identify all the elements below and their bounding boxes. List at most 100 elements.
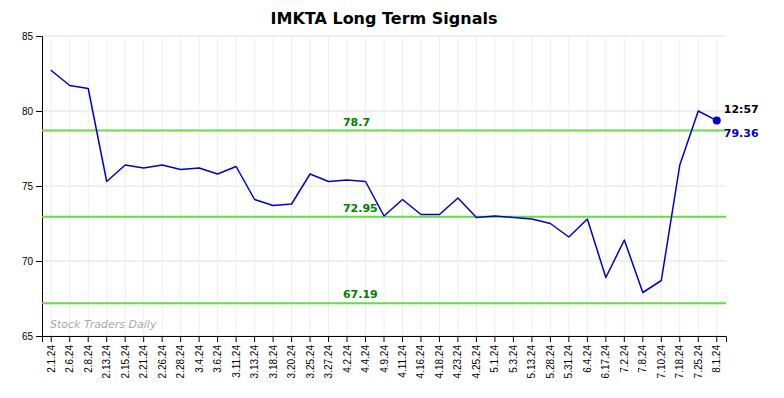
grid-line-x [420, 36, 421, 336]
x-tick: 3.20.24 [286, 336, 297, 378]
x-tick-label: 2.21.24 [138, 345, 149, 379]
x-tick-label: 2.28.24 [175, 345, 186, 379]
x-tick-mark [254, 336, 255, 342]
x-tick: 6.4.24 [582, 336, 593, 373]
y-tick-mark [36, 336, 42, 337]
x-tick: 2.8.24 [83, 336, 94, 373]
x-tick-mark [550, 336, 551, 342]
x-tick-label: 4.18.24 [434, 345, 445, 379]
y-tick-mark [36, 186, 42, 187]
x-tick-mark [236, 336, 237, 342]
x-tick: 2.6.24 [64, 336, 75, 373]
x-tick-label: 7.10.24 [656, 345, 667, 379]
x-tick: 7.2.24 [619, 336, 630, 373]
x-tick: 3.25.24 [305, 336, 316, 378]
x-tick-mark [661, 336, 662, 342]
x-tick: 3.27.24 [323, 336, 334, 378]
x-tick-label: 4.4.24 [360, 345, 371, 373]
y-tick: 80 [22, 106, 42, 117]
y-tick-mark [36, 36, 42, 37]
x-tick: 4.18.24 [434, 336, 445, 378]
grid-line-x [254, 36, 255, 336]
x-tick-label: 3.27.24 [323, 345, 334, 379]
x-tick-label: 4.9.24 [379, 345, 390, 373]
x-tick-mark [199, 336, 200, 342]
x-tick: 4.16.24 [415, 336, 426, 378]
grid-line-x [457, 36, 458, 336]
grid-line-x [587, 36, 588, 336]
y-tick-label: 65 [22, 331, 34, 342]
reference-label: 78.7 [343, 116, 370, 129]
grid-line-x [402, 36, 403, 336]
y-tick-mark [36, 111, 42, 112]
x-tick-mark [180, 336, 181, 342]
x-tick-mark [217, 336, 218, 342]
y-tick: 65 [22, 331, 42, 342]
x-tick-label: 3.6.24 [212, 345, 223, 373]
x-tick-label: 8.1.24 [711, 345, 722, 373]
x-tick-label: 2.15.24 [120, 345, 131, 379]
x-tick-mark [587, 336, 588, 342]
grid-line-x [494, 36, 495, 336]
x-tick: 8.1.24 [711, 336, 722, 373]
x-tick: 7.10.24 [656, 336, 667, 378]
x-tick: 3.13.24 [249, 336, 260, 378]
grid-line-x [605, 36, 606, 336]
x-tick: 5.1.24 [489, 336, 500, 373]
x-tick-mark [716, 336, 717, 342]
x-tick: 4.4.24 [360, 336, 371, 373]
grid-line-x [180, 36, 181, 336]
x-tick: 4.9.24 [379, 336, 390, 373]
x-tick-label: 7.2.24 [619, 345, 630, 373]
x-tick-label: 7.8.24 [637, 345, 648, 373]
x-tick: 5.28.24 [545, 336, 556, 378]
y-axis-line [36, 37, 43, 337]
x-tick-label: 2.26.24 [157, 345, 168, 379]
x-axis-line [43, 337, 727, 343]
grid-line-x [384, 36, 385, 336]
x-tick-mark [439, 336, 440, 342]
last-price: 79.36 [724, 127, 759, 140]
x-tick: 2.28.24 [175, 336, 186, 378]
reference-label: 67.19 [343, 288, 378, 301]
x-tick-label: 7.18.24 [674, 345, 685, 379]
plot: 65707580852.1.242.6.242.8.242.13.242.15.… [22, 31, 759, 379]
x-tick-mark [679, 336, 680, 342]
x-tick-mark [494, 336, 495, 342]
y-tick: 85 [22, 31, 42, 42]
x-tick: 4.11.24 [397, 336, 408, 378]
x-tick: 7.18.24 [674, 336, 685, 378]
grid-line-x [568, 36, 569, 336]
x-tick: 5.13.24 [526, 336, 537, 378]
last-time: 12:57 [724, 103, 759, 116]
x-tick-mark [106, 336, 107, 342]
x-tick-mark [51, 336, 52, 342]
reference-line [42, 130, 726, 132]
x-tick-label: 5.31.24 [563, 345, 574, 379]
x-tick-mark [513, 336, 514, 342]
x-tick-label: 5.1.24 [489, 345, 500, 373]
x-tick-mark [457, 336, 458, 342]
x-tick-label: 5.13.24 [526, 345, 537, 379]
x-tick-label: 2.13.24 [101, 345, 112, 379]
x-tick-label: 6.4.24 [582, 345, 593, 373]
grid-line-x [51, 36, 52, 336]
x-tick-mark [642, 336, 643, 342]
title: IMKTA Long Term Signals [271, 9, 498, 28]
marks [42, 71, 726, 304]
grid-line-x [143, 36, 144, 336]
grid-line-x [550, 36, 551, 336]
x-tick-label: 4.11.24 [397, 345, 408, 378]
x-tick-mark [143, 336, 144, 342]
x-tick-mark [88, 336, 89, 342]
x-tick-label: 2.6.24 [64, 345, 75, 373]
x-tick-label: 5.3.24 [508, 345, 519, 373]
x-tick-mark [273, 336, 274, 342]
x-tick: 4.23.24 [452, 336, 463, 378]
x-tick-label: 3.25.24 [305, 345, 316, 379]
x-tick-mark [420, 336, 421, 342]
x-tick: 7.8.24 [637, 336, 648, 373]
y-axis: 6570758085 [22, 31, 43, 342]
x-tick-label: 3.20.24 [286, 345, 297, 379]
x-tick-label: 3.18.24 [268, 345, 279, 379]
